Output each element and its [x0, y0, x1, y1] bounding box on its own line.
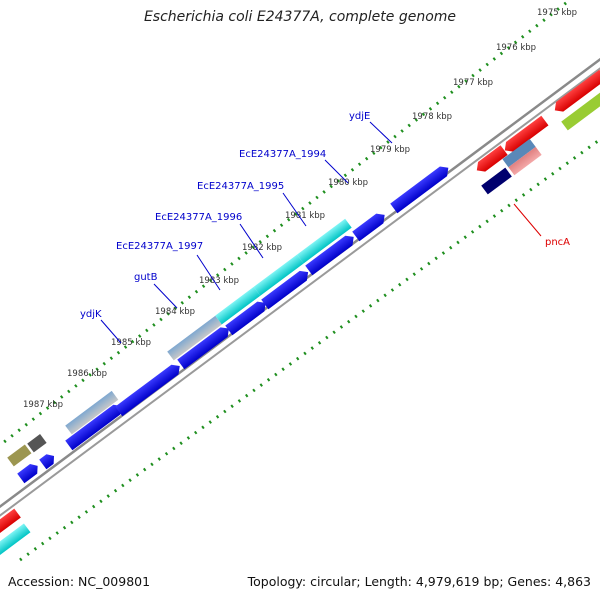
label-leaders — [100, 121, 393, 344]
gene-arrow-red[interactable] — [501, 115, 549, 156]
leader-ydjE — [369, 121, 393, 144]
tick-labels: 1975 kbp 1976 kbp 1977 kbp 1978 kbp 1979… — [23, 8, 577, 410]
gene-arrow-red[interactable] — [551, 69, 600, 115]
tick-label: 1975 kbp — [537, 8, 577, 18]
outer-tick-track — [0, 0, 573, 448]
tick-label: 1987 kbp — [23, 400, 63, 410]
gene-block-navy[interactable] — [481, 167, 512, 195]
genes-lower-left — [0, 508, 31, 558]
leader-ydjK — [100, 319, 122, 344]
accession-label: Accession: NC_009801 — [8, 574, 151, 589]
gene-block-cyan[interactable] — [0, 523, 31, 558]
gene-labels: ydjE EcE24377A_1994 EcE24377A_1995 EcE24… — [80, 111, 570, 320]
gene-arrow-blue[interactable] — [177, 324, 232, 370]
gene-block-gray[interactable] — [27, 434, 47, 453]
gene-label-ydjE: ydjE — [349, 111, 370, 122]
tick-label: 1981 kbp — [285, 211, 325, 221]
gene-arrow-blue[interactable] — [225, 298, 269, 336]
gene-arrow-blue[interactable] — [305, 232, 357, 276]
tick-label: 1979 kbp — [370, 145, 410, 155]
gene-block-cyan[interactable] — [253, 254, 304, 296]
gene-label-ecE1994: EcE24377A_1994 — [239, 149, 326, 160]
tick-label: 1986 kbp — [67, 369, 107, 379]
genome-summary: Topology: circular; Length: 4,979,619 bp… — [247, 574, 591, 589]
gene-arrow-blue[interactable] — [261, 267, 311, 310]
gene-block-olive[interactable] — [7, 444, 32, 467]
genes-upper-right — [473, 69, 600, 195]
gene-arrow-blue[interactable] — [115, 361, 183, 417]
genes-upper-left — [7, 163, 452, 484]
gene-label-pncA: pncA — [545, 237, 570, 248]
tick-label: 1982 kbp — [242, 243, 282, 253]
gene-arrow-blue[interactable] — [17, 461, 41, 484]
tick-label: 1978 kbp — [412, 112, 452, 122]
gene-block-steel[interactable] — [65, 390, 119, 435]
gene-block-lime[interactable] — [561, 91, 600, 131]
tick-label: 1985 kbp — [111, 338, 151, 348]
gene-arrow-blue[interactable] — [39, 451, 57, 470]
gene-arrow-blue[interactable] — [390, 163, 452, 214]
leader-ecE1997 — [196, 254, 221, 291]
gene-arrow-blue[interactable] — [352, 210, 388, 242]
leader-gutB — [153, 283, 178, 309]
gene-block-steel[interactable] — [502, 138, 536, 168]
gene-label-ydjK: ydjK — [80, 309, 102, 320]
gene-arrow-blue[interactable] — [65, 401, 125, 451]
tick-label: 1983 kbp — [199, 276, 239, 286]
leader-pncA — [513, 203, 542, 237]
tick-label: 1984 kbp — [155, 307, 195, 317]
gene-arrow-red[interactable] — [473, 145, 508, 175]
leader-ecE1996 — [239, 223, 264, 259]
tick-label: 1977 kbp — [453, 78, 493, 88]
leader-ecE1995 — [282, 192, 307, 227]
gene-block-steel[interactable] — [167, 315, 222, 361]
gene-block-pink[interactable] — [508, 146, 542, 176]
gene-block-red[interactable] — [0, 508, 21, 536]
gene-label-ecE1996: EcE24377A_1996 — [155, 212, 242, 223]
backbone-inner-line — [0, 67, 600, 517]
gene-label-gutB: gutB — [134, 272, 158, 283]
gene-label-ecE1997: EcE24377A_1997 — [116, 241, 203, 252]
genome-title: Escherichia coli E24377A, complete genom… — [143, 9, 457, 25]
leader-ecE1994 — [324, 159, 349, 184]
tick-label: 1980 kbp — [328, 178, 368, 188]
inner-tick-track — [19, 137, 600, 562]
gene-block-cyan[interactable] — [297, 218, 352, 264]
tick-label: 1976 kbp — [496, 43, 536, 53]
gene-block-cyan[interactable] — [215, 286, 261, 325]
gene-label-ecE1995: EcE24377A_1995 — [197, 181, 284, 192]
